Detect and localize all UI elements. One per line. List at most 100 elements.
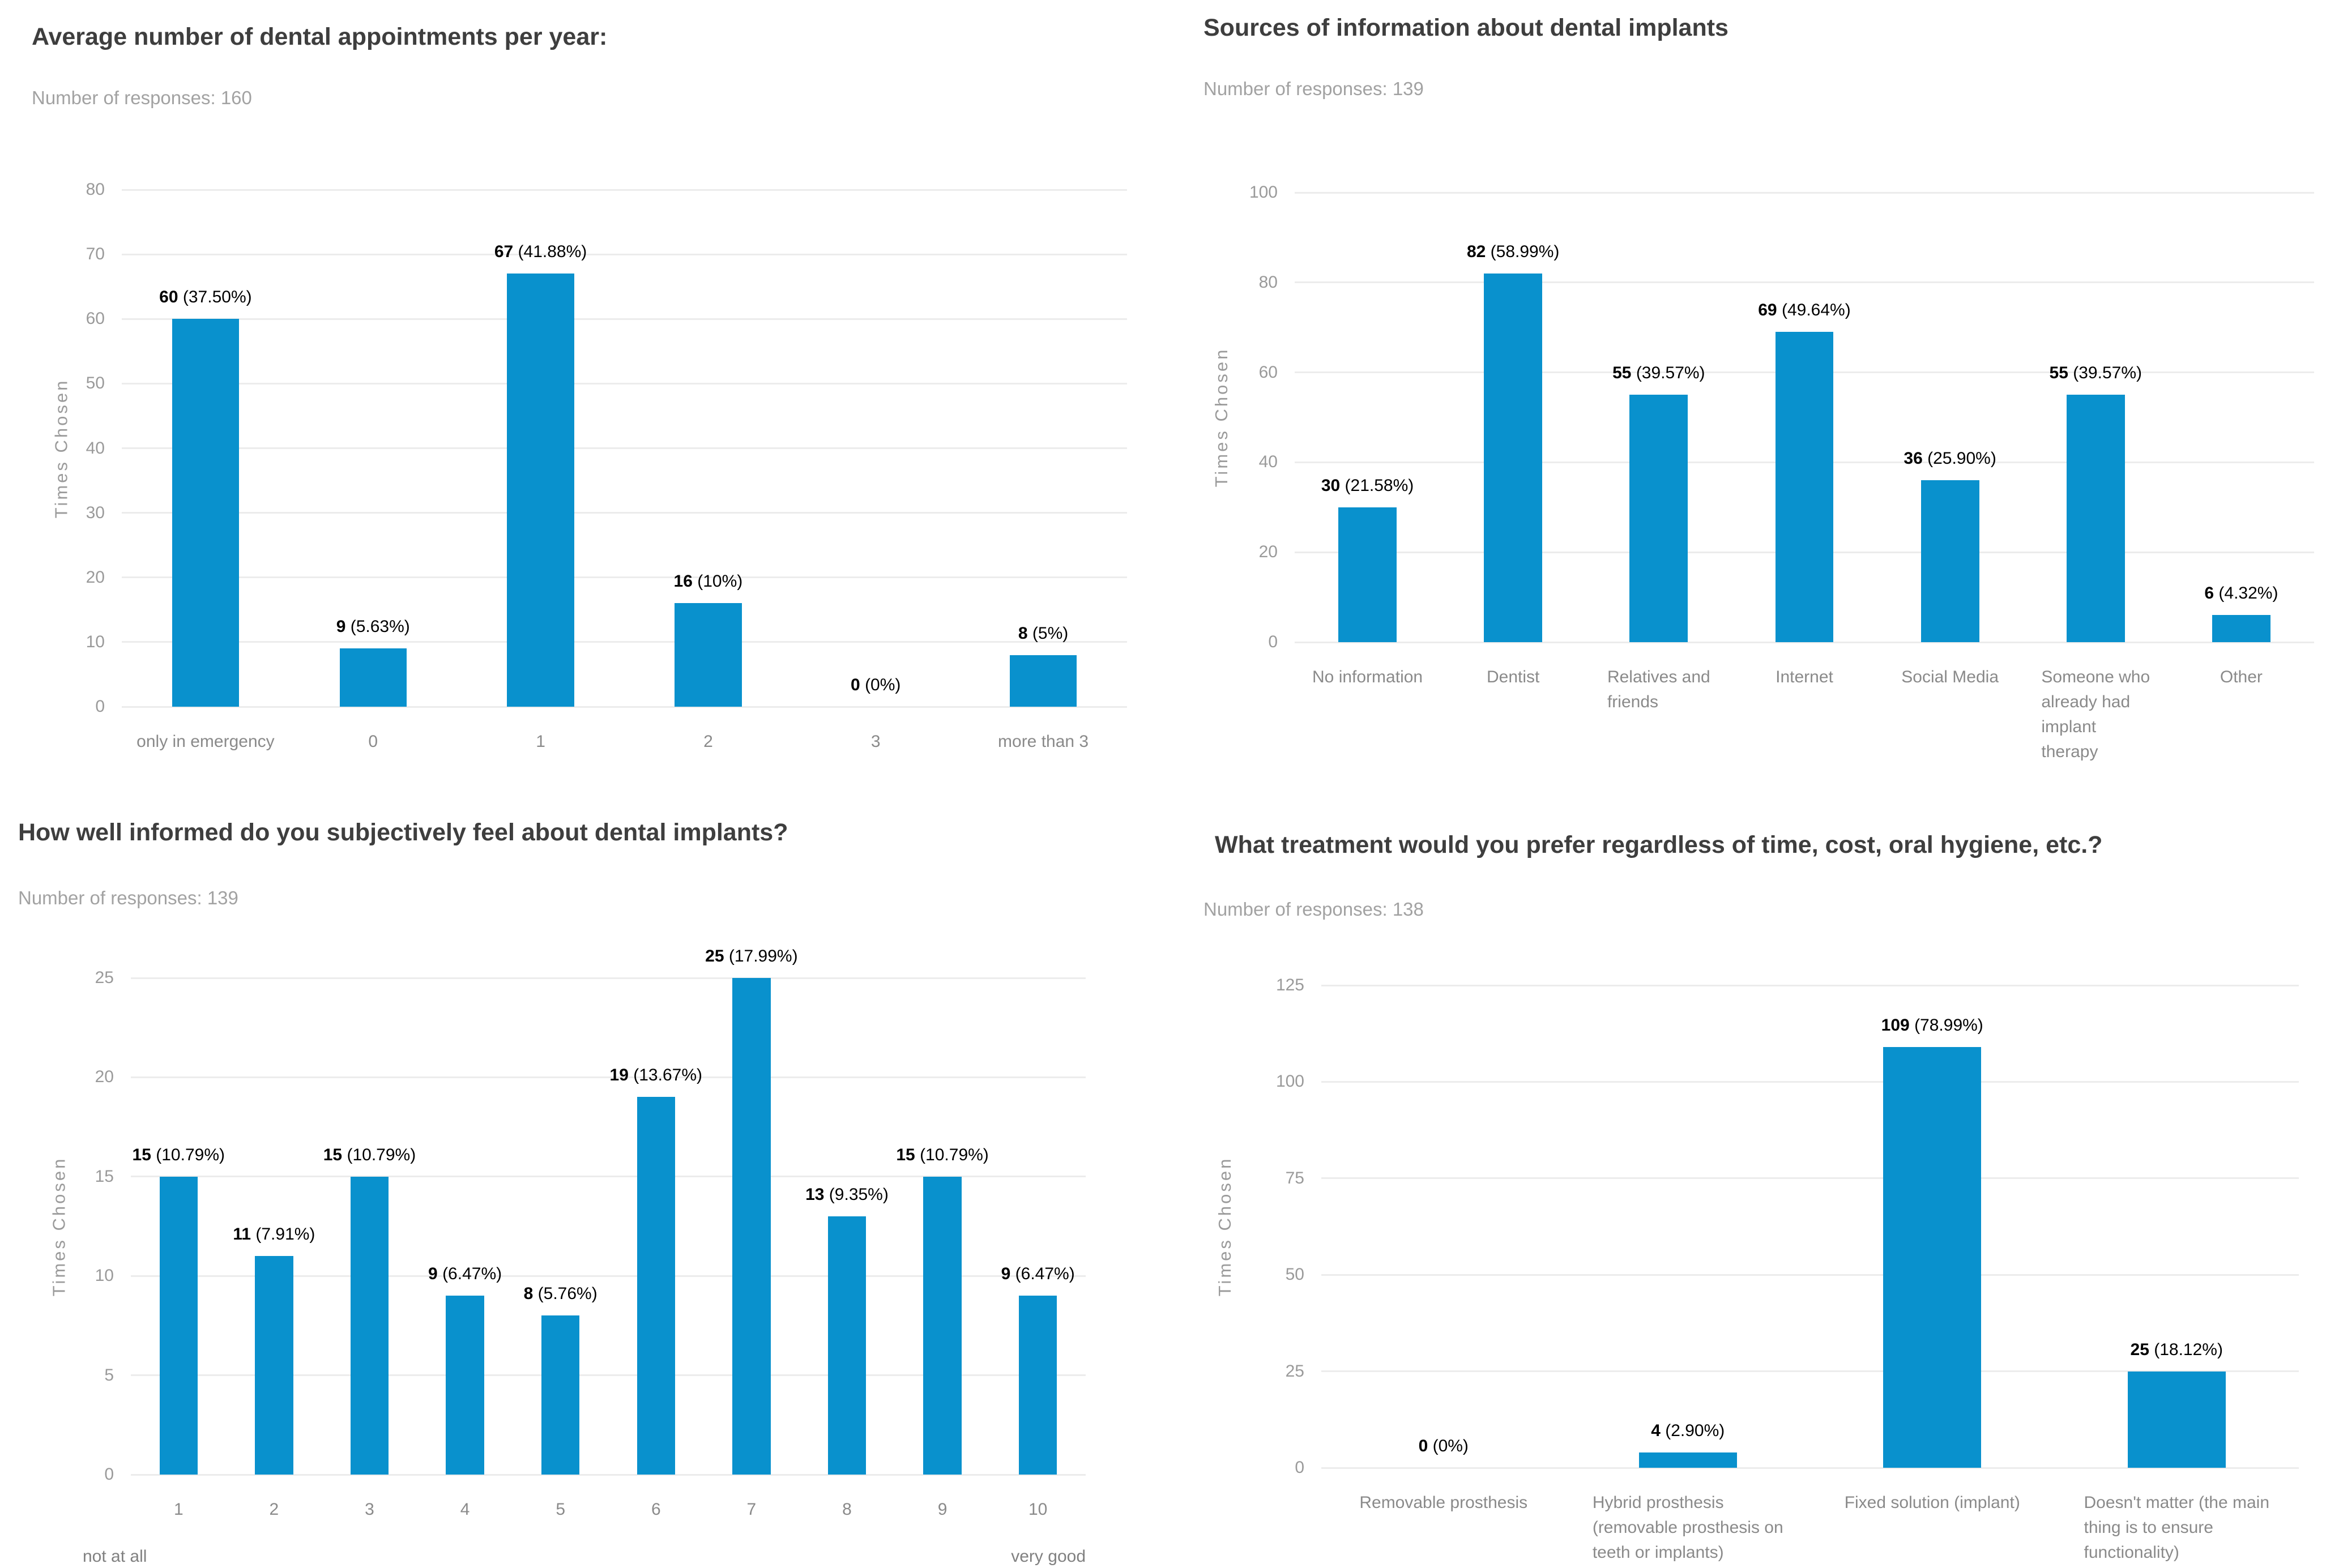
bar-value-label: 16 (10%) [541,570,876,593]
y-tick-label: 20 [1258,542,1278,562]
bar [159,1177,198,1475]
x-category-label: 2 [625,729,792,754]
gridline [122,447,1127,449]
bar [732,978,771,1475]
y-tick-label: 25 [95,968,114,987]
bar-value: 9 [1001,1264,1011,1283]
y-tick-label: 20 [95,1067,114,1087]
bar-value-label: 55 (39.57%) [1950,362,2241,384]
bar-value: 9 [428,1264,438,1283]
bar-value-label: 8 (5.76%) [465,1283,656,1305]
bar-value: 0 [1418,1437,1428,1455]
bar [541,1315,580,1475]
bar-value: 15 [132,1146,151,1164]
y-tick-label: 0 [95,697,105,716]
chart-title: Average number of dental appointments pe… [32,23,608,50]
bar [339,648,407,707]
bar-value: 15 [896,1146,915,1164]
gridline [122,318,1127,320]
x-category-label: 10 [990,1497,1086,1522]
bar-percent: (39.57%) [1631,364,1705,382]
x-category-text: Fixed solution (implant) [1844,1493,2020,1512]
x-category-text: 2 [703,732,713,751]
y-tick-label: 40 [1258,452,1278,472]
bar [1009,655,1077,707]
x-category-label: 8 [799,1497,895,1522]
bar-value: 19 [609,1066,629,1084]
x-category-text: Internet [1776,668,1833,686]
x-category-text: Social Media [1901,668,1999,686]
gridline [131,1076,1086,1078]
y-axis-title: Times Chosen [1211,347,1231,488]
gridline [131,1473,1086,1476]
bar-percent: (5.76%) [533,1284,597,1303]
gridline [122,706,1127,708]
bar-percent: (78.99%) [1909,1016,1983,1035]
bar-percent: (49.64%) [1777,301,1851,319]
x-category-text: 0 [368,732,378,751]
x-category-text: Hybrid prosthesis (removable prosthesis … [1592,1493,1783,1562]
gridline [1321,1177,2299,1180]
bar-percent: (10.79%) [342,1146,416,1164]
bar [1338,507,1397,642]
x-category-label: Someone who already had implant therapy [2023,665,2169,764]
gridline [1321,1080,2299,1083]
bar-value-label: 82 (58.99%) [1368,241,1659,263]
x-category-text: Relatives and friends [1607,668,1710,711]
bar-percent: (10.79%) [151,1146,225,1164]
bar-percent: (18.12%) [2149,1340,2223,1359]
x-category-label: 4 [417,1497,513,1522]
bar-value: 13 [805,1185,825,1204]
bar-chart: 0 20 40 60 80 100 Times Chosen 30 (21.58%) No in… [1163,0,2326,780]
gridline [1321,1370,2299,1373]
x-category-text: 5 [556,1500,566,1519]
x-category-label: No information [1295,665,1440,690]
x-category-text: Doesn't matter (the main thing is to ens… [2084,1493,2270,1562]
gridline [1321,984,2299,986]
bar-percent: (5.63%) [345,617,410,636]
bar-value: 82 [1466,242,1486,261]
y-tick-label: 125 [1275,976,1304,994]
x-category-text: No information [1312,668,1423,686]
bar-value: 30 [1321,476,1341,495]
bar-value: 55 [1612,364,1632,382]
axis-note-left: not at all [83,1547,147,1566]
bar-value: 25 [2130,1340,2149,1359]
x-category-text: Someone who already had implant therapy [2041,668,2150,761]
bar-chart: 0 5 10 15 20 25 Times Chosen 15 (10.79%) 1 11 (7.… [0,780,1163,1566]
y-tick-label: 50 [1285,1265,1304,1284]
x-category-label: Removable prosthesis [1321,1490,1566,1515]
chart-subtitle: Number of responses: 139 [18,887,238,908]
gridline [131,1275,1086,1277]
y-tick-label: 100 [1249,183,1278,202]
bar-value: 11 [233,1225,251,1244]
x-category-label: 3 [792,729,959,754]
x-category-label: 5 [513,1497,608,1522]
y-tick-label: 80 [1258,272,1278,292]
bar-value-label: 4 (2.90%) [1444,1420,1932,1442]
gridline [1295,281,2314,284]
x-category-label: 0 [289,729,457,754]
y-tick-label: 0 [1295,1458,1304,1477]
bar-percent: (21.58%) [1340,476,1414,495]
bar [1883,1047,1982,1468]
bar-value: 8 [523,1284,534,1303]
bar-value-label: 30 (21.58%) [1222,475,1513,497]
x-category-text: 1 [536,732,545,751]
gridline [1321,1274,2299,1276]
gridline [122,576,1127,579]
gridline [1295,191,2314,194]
bar-percent: (9.35%) [824,1185,889,1204]
y-tick-label: 50 [86,374,105,393]
bar-value-label: 109 (78.99%) [1688,1014,2176,1037]
chart-subtitle: Number of responses: 160 [32,87,252,108]
bar-percent: (6.47%) [437,1264,502,1283]
chart-subtitle: Number of responses: 139 [1203,78,1424,99]
y-axis-title: Times Chosen [51,378,71,518]
bar-percent: (0%) [1428,1437,1469,1455]
x-category-label: Other [2169,665,2314,690]
gridline [1295,641,2314,643]
bar-value: 8 [1018,624,1028,643]
bar [1484,274,1543,642]
